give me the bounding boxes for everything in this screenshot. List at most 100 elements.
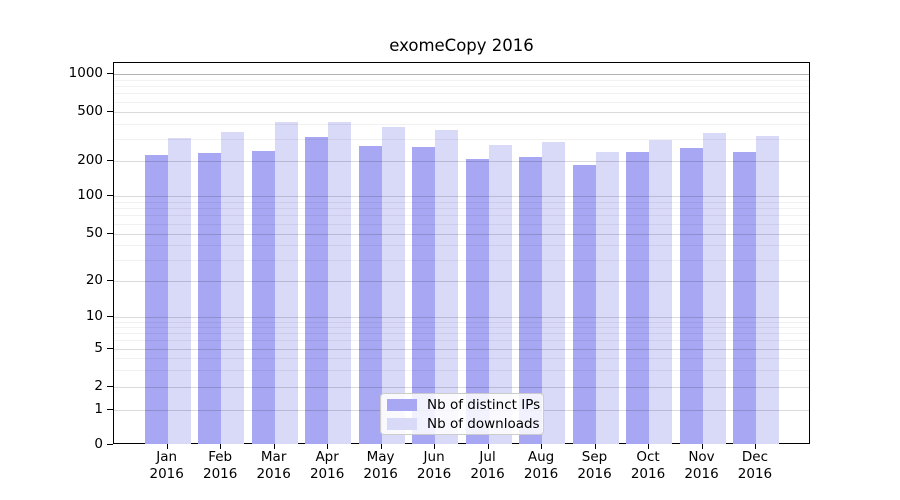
bar-downloads xyxy=(274,121,298,444)
gridline-minor xyxy=(114,245,809,247)
y-tick-label: 0 xyxy=(94,436,103,453)
bar-distinct-ips xyxy=(198,153,222,444)
x-tick-year: 2016 xyxy=(684,466,719,482)
gridline-minor xyxy=(114,340,809,342)
bar-downloads xyxy=(381,126,405,444)
bars-layer xyxy=(114,63,809,444)
bar-downloads xyxy=(702,133,726,444)
gridline-major xyxy=(114,316,809,318)
gridline-major xyxy=(114,73,809,75)
y-tick-label: 1 xyxy=(94,401,103,418)
bar-distinct-ips xyxy=(732,152,756,444)
x-tick xyxy=(273,444,275,449)
x-tick xyxy=(541,444,543,449)
legend-label-downloads: Nb of downloads xyxy=(427,415,540,432)
x-tick xyxy=(166,444,168,449)
x-tick xyxy=(380,444,382,449)
x-tick-year: 2016 xyxy=(577,466,612,482)
x-tick-label: Sep 2016 xyxy=(565,449,625,483)
gridline-minor xyxy=(114,79,809,81)
x-tick xyxy=(594,444,596,449)
gridline-minor xyxy=(114,93,809,95)
legend: Nb of distinct IPs Nb of downloads xyxy=(380,393,544,435)
bar-distinct-ips xyxy=(305,137,329,444)
gridline-minor xyxy=(114,333,809,335)
y-tick xyxy=(107,195,113,196)
gridline-major xyxy=(114,161,809,162)
x-tick-label: May 2016 xyxy=(351,449,411,483)
bar-distinct-ips xyxy=(465,159,489,444)
x-tick-label: Oct 2016 xyxy=(618,449,678,483)
x-tick-label: Jun 2016 xyxy=(404,449,464,483)
x-tick-year: 2016 xyxy=(256,466,291,482)
y-tick xyxy=(107,347,113,349)
gridline-major xyxy=(114,112,809,113)
y-tick xyxy=(107,160,113,161)
gridline-minor xyxy=(114,139,809,141)
bar-distinct-ips xyxy=(358,145,382,444)
gridline-minor xyxy=(114,260,809,262)
y-tick xyxy=(107,315,113,317)
gridline-minor xyxy=(114,369,809,371)
gridline-minor xyxy=(114,327,809,328)
bar-downloads xyxy=(488,144,512,444)
y-tick-label: 20 xyxy=(85,272,103,288)
x-tick-label: Jan 2016 xyxy=(137,449,197,483)
x-tick xyxy=(487,444,489,449)
gridline-major xyxy=(114,233,809,235)
legend-swatch-distinct-ips xyxy=(387,398,417,411)
gridline-major xyxy=(114,386,809,388)
bar-distinct-ips xyxy=(626,151,650,444)
gridline-minor xyxy=(114,208,809,210)
legend-swatch-downloads xyxy=(387,417,417,430)
gridline-major xyxy=(114,196,809,197)
y-tick-label: 5 xyxy=(94,339,103,356)
x-tick-label: Apr 2016 xyxy=(297,449,357,483)
x-tick-label: Mar 2016 xyxy=(244,449,304,483)
x-tick xyxy=(754,444,756,449)
bar-distinct-ips xyxy=(519,157,543,444)
x-tick-label: Feb 2016 xyxy=(190,449,250,483)
gridline-major xyxy=(114,348,809,350)
y-tick xyxy=(107,280,113,281)
gridline-minor xyxy=(114,86,809,88)
x-tick-year: 2016 xyxy=(630,466,666,482)
bar-distinct-ips xyxy=(251,150,275,444)
gridline-minor xyxy=(114,215,809,217)
x-tick-year: 2016 xyxy=(523,466,559,482)
bar-distinct-ips xyxy=(572,164,596,444)
y-tick xyxy=(107,385,113,387)
bar-downloads xyxy=(542,142,566,444)
bar-downloads xyxy=(328,121,352,444)
bar-downloads xyxy=(435,129,459,444)
gridline-minor xyxy=(114,201,809,203)
x-tick-label: Jul 2016 xyxy=(458,449,518,483)
bar-downloads xyxy=(595,152,619,444)
x-tick-year: 2016 xyxy=(309,466,345,482)
x-tick xyxy=(648,444,650,449)
y-tick xyxy=(107,232,113,234)
chart-title: exomeCopy 2016 xyxy=(389,36,534,55)
legend-item-downloads: Nb of downloads xyxy=(387,415,540,432)
y-tick-label: 1000 xyxy=(68,64,103,81)
y-tick-label: 50 xyxy=(85,224,103,241)
bar-distinct-ips xyxy=(144,154,168,444)
y-tick-label: 2 xyxy=(94,377,103,394)
x-tick-year: 2016 xyxy=(149,466,184,482)
x-tick xyxy=(701,444,703,449)
y-tick xyxy=(107,409,113,411)
bar-distinct-ips xyxy=(679,148,703,444)
x-tick-label: Nov 2016 xyxy=(672,449,732,483)
x-tick-year: 2016 xyxy=(470,466,505,482)
legend-item-distinct-ips: Nb of distinct IPs xyxy=(387,397,540,413)
y-tick-label: 500 xyxy=(77,103,103,119)
x-tick-label: Aug 2016 xyxy=(511,449,571,483)
plot-area: Nb of distinct IPs Nb of downloads xyxy=(113,62,810,444)
x-tick xyxy=(327,444,329,449)
gridline-minor xyxy=(114,357,809,359)
bar-downloads xyxy=(167,137,191,444)
gridline-minor xyxy=(114,123,809,125)
